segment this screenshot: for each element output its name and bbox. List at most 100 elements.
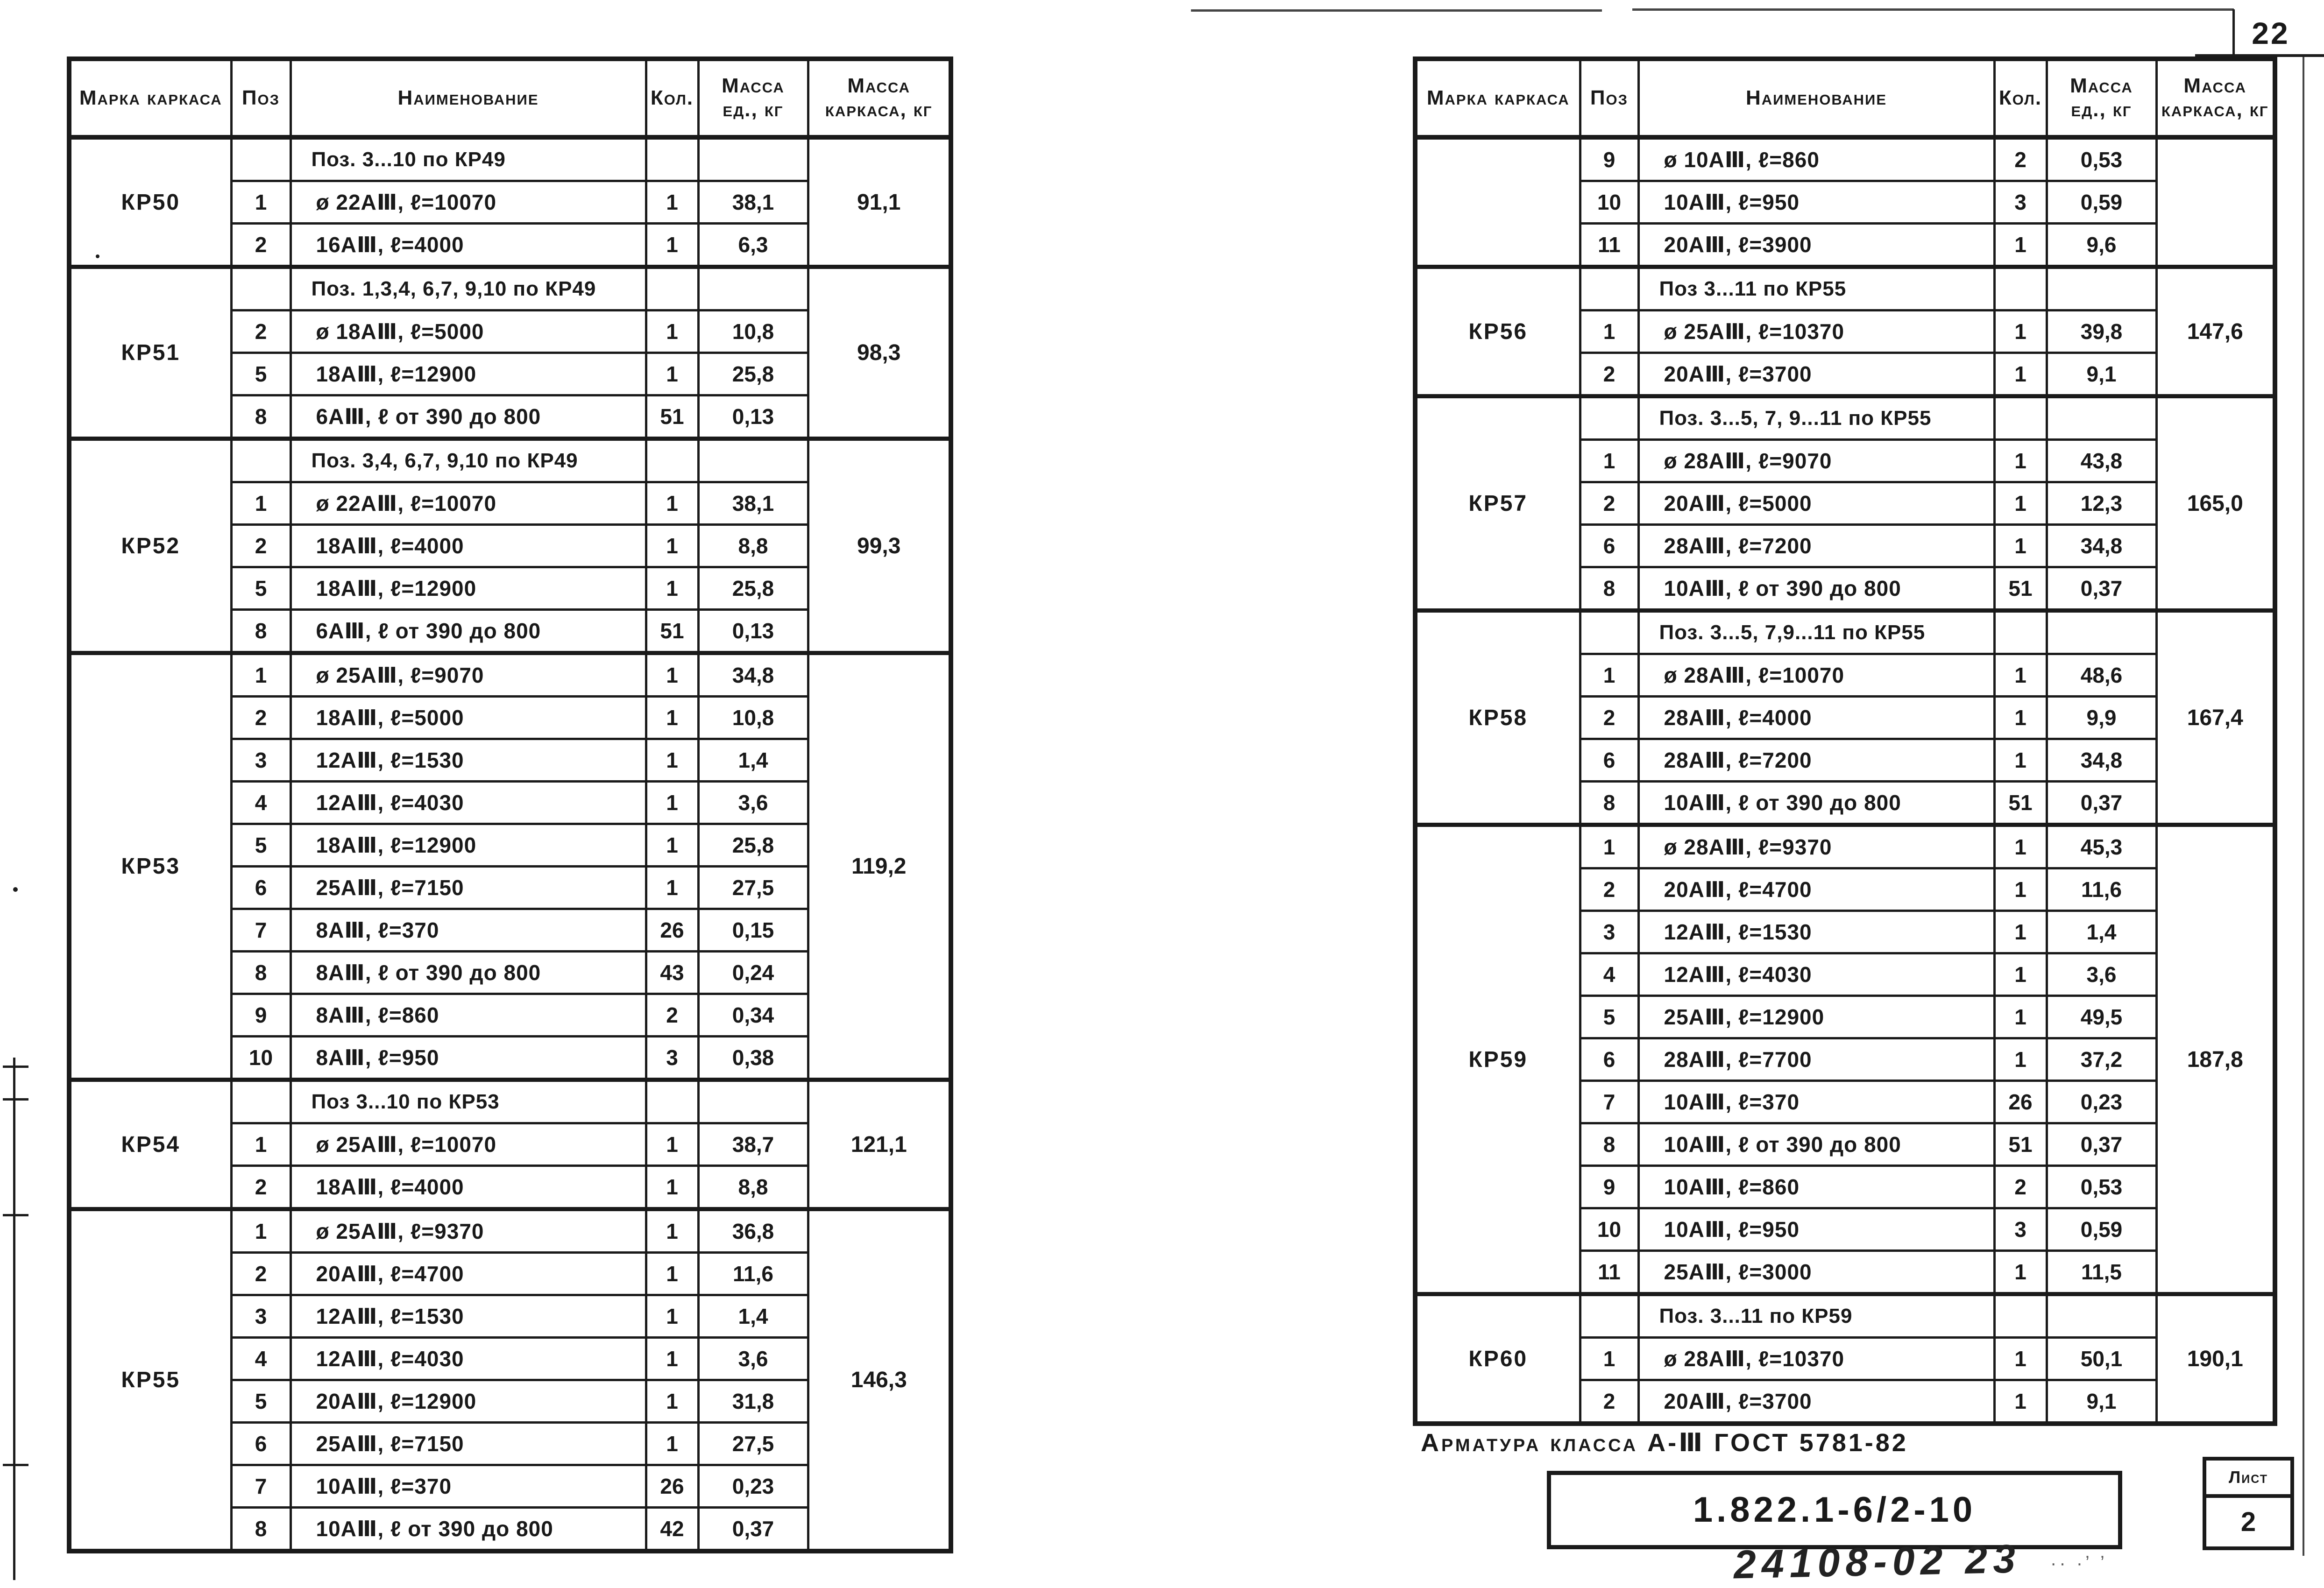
table-row: 8 8АⅢ, ℓ от 390 до 800 43 0,24 <box>69 950 951 995</box>
qty-cell: 1 <box>645 1294 700 1339</box>
qty-cell: 1 <box>645 1165 700 1210</box>
frame-mass-cell: 147,6 <box>2155 265 2276 397</box>
table-row: КР51 Поз. 1,3,4, 6,7, 9,10 по КР49 98,3 <box>68 265 952 440</box>
frame-mass-cell: 121,1 <box>807 1078 952 1210</box>
unit-mass-cell: 9,6 <box>2045 222 2158 268</box>
name-cell: ø 28АⅢ, ℓ=10070 <box>1637 653 1996 698</box>
qty-cell: 1 <box>645 222 700 268</box>
name-cell: 18АⅢ, ℓ=4000 <box>289 1165 647 1210</box>
pos-cell: 5 <box>230 566 292 611</box>
qty-cell: 26 <box>1993 1080 2048 1124</box>
pos-cell <box>1579 265 1640 311</box>
unit-mass-cell: 0,53 <box>2045 135 2158 182</box>
qty-cell: 1 <box>1993 738 2048 783</box>
reinforcement-class-note: Арматура класса А-Ⅲ ГОСТ 5781-82 <box>1421 1429 1908 1457</box>
name-cell: 10АⅢ, ℓ=950 <box>1637 1207 1996 1252</box>
name-cell: 16АⅢ, ℓ=4000 <box>289 222 647 268</box>
qty-cell: 1 <box>1993 653 2048 698</box>
qty-cell: 1 <box>645 1379 700 1424</box>
qty-cell: 2 <box>645 993 700 1037</box>
specification-table-right: Марка каркаса Поз Наименование Кол. Масс… <box>1413 56 2277 1426</box>
unit-mass-cell: 10,8 <box>697 309 809 354</box>
name-cell: 12АⅢ, ℓ=4030 <box>289 1336 647 1381</box>
table-row: 11 20АⅢ, ℓ=3900 1 9,6 <box>1415 222 2275 268</box>
unit-mass-cell: 9,9 <box>2045 695 2158 740</box>
table-row: 7 10АⅢ, ℓ=370 26 0,23 <box>1415 1080 2275 1124</box>
unit-mass-cell: 38,1 <box>697 180 809 225</box>
qty-cell: 1 <box>1993 481 2048 526</box>
name-cell: 25АⅢ, ℓ=7150 <box>289 865 647 910</box>
pos-cell: 9 <box>1579 135 1640 182</box>
qty-cell: 1 <box>1993 867 2048 912</box>
frame-mark-cell: КР50 <box>68 135 233 268</box>
qty-cell <box>645 1078 700 1124</box>
table-row: 5 18АⅢ, ℓ=12900 1 25,8 <box>69 566 951 611</box>
unit-mass-cell: 0,23 <box>2045 1080 2158 1124</box>
qty-cell: 1 <box>645 1251 700 1296</box>
name-cell: 25АⅢ, ℓ=7150 <box>289 1421 647 1466</box>
pos-cell: 11 <box>1579 222 1640 268</box>
pos-cell: 2 <box>230 222 292 268</box>
qty-cell: 1 <box>1993 910 2048 954</box>
table-row: 3 12АⅢ, ℓ=1530 1 1,4 <box>69 738 951 783</box>
unit-mass-cell: 0,53 <box>2045 1165 2158 1209</box>
unit-mass-cell <box>2045 608 2158 655</box>
qty-cell: 1 <box>645 738 700 783</box>
table-row: 11 25АⅢ, ℓ=3000 1 11,5 <box>1415 1249 2275 1295</box>
unit-mass-cell: 0,38 <box>697 1035 809 1081</box>
qty-cell: 1 <box>1993 995 2048 1039</box>
unit-mass-cell: 6,3 <box>697 222 809 268</box>
pos-cell: 3 <box>230 738 292 783</box>
pos-cell: 6 <box>230 865 292 910</box>
qty-cell: 1 <box>1993 695 2048 740</box>
pos-cell: 2 <box>1579 1379 1640 1425</box>
frame-mark-cell <box>1414 135 1581 268</box>
title-block: 1.822.1-6/2-10 <box>1547 1471 2122 1549</box>
pos-cell: 2 <box>1579 867 1640 912</box>
left-frame-tick <box>3 1464 28 1466</box>
table-row: 6 28АⅢ, ℓ=7700 1 37,2 <box>1415 1037 2275 1082</box>
frame-mark-cell: КР54 <box>68 1078 233 1210</box>
qty-cell <box>645 135 700 182</box>
qty-cell: 3 <box>1993 1207 2048 1252</box>
qty-cell: 1 <box>1993 1037 2048 1082</box>
pos-cell: 1 <box>1579 309 1640 354</box>
name-cell: ø 25АⅢ, ℓ=10070 <box>289 1122 647 1167</box>
qty-cell: 1 <box>645 566 700 611</box>
pos-cell: 6 <box>1579 738 1640 783</box>
pos-cell: 4 <box>230 1336 292 1381</box>
pos-cell: 2 <box>230 695 292 740</box>
pos-cell: 2 <box>230 309 292 354</box>
qty-cell: 1 <box>1993 1249 2048 1295</box>
name-cell: 10АⅢ, ℓ от 390 до 800 <box>289 1506 647 1553</box>
name-cell: 12АⅢ, ℓ=1530 <box>289 1294 647 1339</box>
pos-cell: 8 <box>1579 566 1640 612</box>
pos-cell: 1 <box>1579 653 1640 698</box>
qty-cell: 1 <box>645 780 700 825</box>
left-frame-tick <box>3 1098 28 1101</box>
unit-mass-cell: 1,4 <box>697 1294 809 1339</box>
unit-mass-cell: 0,59 <box>2045 180 2158 225</box>
table-row: 8 10АⅢ, ℓ от 390 до 800 51 0,37 <box>1415 780 2275 826</box>
name-cell: ø 22АⅢ, ℓ=10070 <box>289 481 647 526</box>
table-row: КР58 Поз. 3...5, 7,9...11 по КР55 167,4 <box>1414 608 2276 826</box>
qty-cell <box>1993 265 2048 311</box>
handwritten-scribble: ·· ·ʼ ʼ <box>2050 1553 2107 1574</box>
pos-cell: 2 <box>230 1251 292 1296</box>
qty-cell: 26 <box>645 1464 700 1509</box>
name-cell: 10АⅢ, ℓ=370 <box>1637 1080 1996 1124</box>
group-note-cell: Поз. 3...11 по КР59 <box>1637 1292 1996 1339</box>
header-row: Марка каркаса Поз Наименование Кол. Масс… <box>1414 57 2276 140</box>
specification-table-left: Марка каркаса Поз Наименование Кол. Масс… <box>67 56 953 1553</box>
frame-mark-cell: КР60 <box>1414 1292 1581 1425</box>
name-cell: 18АⅢ, ℓ=12900 <box>289 566 647 611</box>
group-note-cell: Поз 3...11 по КР55 <box>1637 265 1996 311</box>
pos-cell: 6 <box>230 1421 292 1466</box>
qty-cell: 1 <box>645 865 700 910</box>
header-unit-mass: Масса ед., кг <box>2045 57 2158 140</box>
name-cell: 20АⅢ, ℓ=3900 <box>1637 222 1996 268</box>
group-note-cell: Поз. 3...5, 7, 9...11 по КР55 <box>1637 394 1996 441</box>
table-row: КР52 Поз. 3,4, 6,7, 9,10 по КР49 99,3 <box>68 437 952 654</box>
